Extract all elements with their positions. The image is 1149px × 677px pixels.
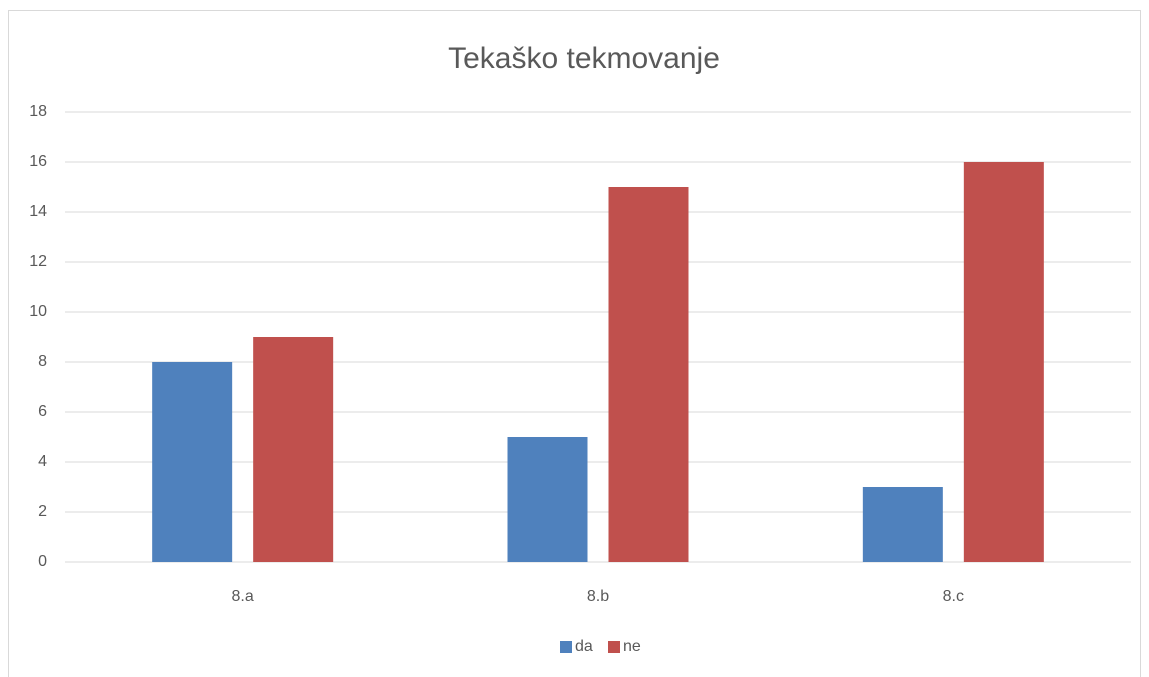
legend-label: ne [623,638,641,655]
y-tick-label: 18 [29,103,47,120]
y-tick-label: 4 [38,453,47,470]
y-tick-label: 12 [29,253,47,270]
chart-title: Tekaško tekmovanje [448,42,720,75]
y-tick-label: 10 [29,303,47,320]
x-tick-label: 8.c [943,588,964,605]
y-tick-label: 14 [29,203,47,220]
y-tick-label: 2 [38,503,47,520]
legend-swatch [560,641,572,653]
y-tick-label: 0 [38,553,47,570]
x-tick-label: 8.a [232,588,254,605]
bar [963,162,1044,562]
bar [608,187,689,562]
legend-label: da [575,638,593,655]
x-tick-label: 8.b [587,588,609,605]
bar [253,337,334,562]
legend-swatch [608,641,620,653]
bar [507,437,588,562]
bar [152,362,233,562]
y-tick-label: 16 [29,153,47,170]
y-tick-label: 8 [38,353,47,370]
chart-border [8,10,1141,677]
y-tick-label: 6 [38,403,47,420]
bar [862,487,943,562]
